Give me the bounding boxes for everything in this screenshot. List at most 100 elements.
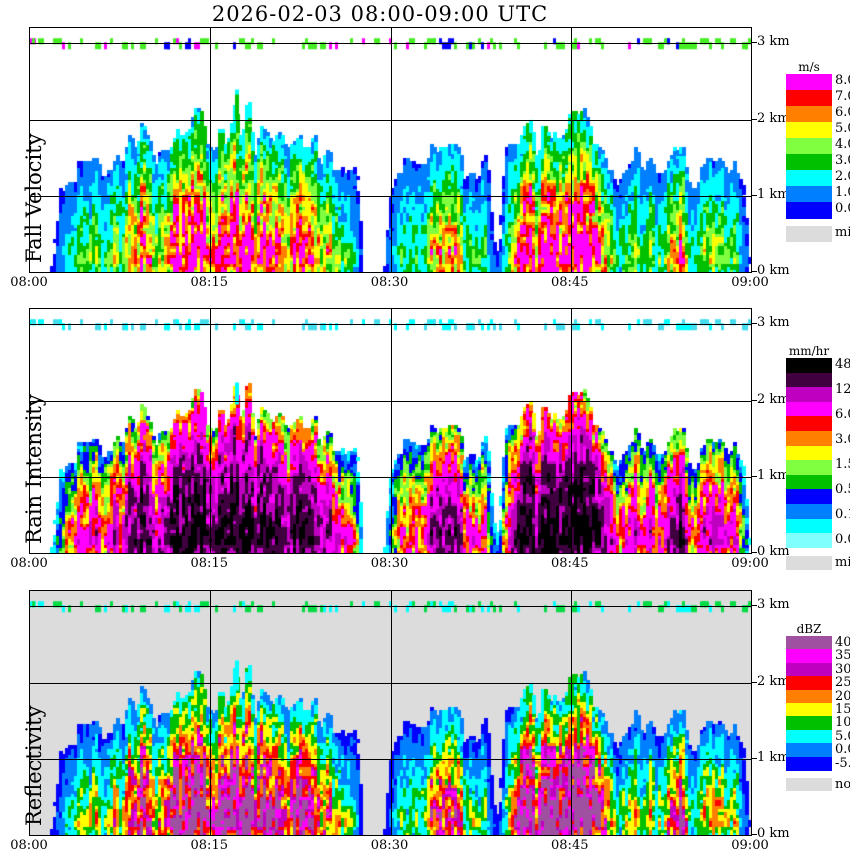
gridline-v-0845 xyxy=(571,591,572,835)
heatmap-canvas-fall-velocity xyxy=(30,28,751,272)
gridline-h-2km xyxy=(30,119,751,121)
colorbar-swatch xyxy=(786,474,832,490)
y-tick-label-1km: 1 km xyxy=(757,186,790,202)
colorbar-swatch xyxy=(786,689,832,704)
colorbar-missing-swatch-fall-velocity xyxy=(786,226,832,242)
colorbar-swatch xyxy=(786,445,832,461)
gridline-h-1km xyxy=(30,476,751,478)
heatmap-canvas-reflectivity xyxy=(30,591,751,835)
gridline-v-0815 xyxy=(210,309,211,553)
colorbar-swatch xyxy=(786,186,832,203)
gridline-v-0815 xyxy=(210,28,211,272)
x-tick-label-0900: 09:00 xyxy=(731,556,769,571)
y-tick-label-0km: 0 km xyxy=(757,263,790,278)
colorbar-swatch xyxy=(786,489,832,505)
x-tick-label-0815: 08:15 xyxy=(190,275,228,290)
colorbar-swatch xyxy=(786,460,832,476)
colorbar-tick-label: 0.1 xyxy=(835,507,850,523)
axis-title-rain-intensity: Rain Intensity xyxy=(22,394,46,544)
gridline-v-0845 xyxy=(571,309,572,553)
panel-rain-intensity xyxy=(29,308,752,554)
colorbar-tick-label: 48.0 xyxy=(835,357,850,372)
x-tick-label-0845: 08:45 xyxy=(551,556,589,571)
colorbar-swatch xyxy=(786,518,832,534)
colorbar-swatch xyxy=(786,138,832,155)
colorbar-swatch xyxy=(786,662,832,677)
colorbar-tick-label: 5.0 xyxy=(835,728,850,744)
y-tick-label-0km: 0 km xyxy=(757,544,790,559)
y-tick-mark-2km xyxy=(752,118,757,120)
colorbar-swatch xyxy=(786,504,832,520)
colorbar-missing-label-rain-intensity: miss xyxy=(835,554,850,570)
x-tick-label-0845: 08:45 xyxy=(551,838,589,853)
y-tick-mark-1km xyxy=(752,475,757,477)
colorbar-units-rain-intensity: mm/hr xyxy=(788,344,830,358)
colorbar-tick-label: 15.0 xyxy=(835,702,850,717)
colorbar-swatch xyxy=(786,202,832,219)
colorbar-tick-label: 12.0 xyxy=(835,382,850,398)
colorbar-tick-label: 0.0 xyxy=(835,532,850,548)
y-tick-mark-1km xyxy=(752,194,757,196)
x-tick-label-0845: 08:45 xyxy=(551,275,589,290)
colorbar-tick-label: 30.0 xyxy=(835,661,850,677)
colorbar-tick-label: 6.0 xyxy=(835,407,850,423)
colorbar-tick-label: 3.0 xyxy=(835,153,850,168)
colorbar-swatch xyxy=(786,703,832,717)
colorbar-swatch xyxy=(786,756,832,771)
gridline-v-0830 xyxy=(391,309,392,553)
y-tick-label-2km: 2 km xyxy=(757,391,790,407)
y-tick-label-1km: 1 km xyxy=(757,749,790,765)
plot-area-fall-velocity xyxy=(29,27,752,273)
gridline-v-0845 xyxy=(571,28,572,272)
x-tick-label-0800: 08:00 xyxy=(10,275,48,290)
y-tick-mark-0km xyxy=(752,834,757,835)
colorbar-swatch xyxy=(786,676,832,691)
colorbar-tick-label: 0.0 xyxy=(835,201,850,216)
colorbar-swatch xyxy=(786,387,832,403)
colorbar-swatch xyxy=(786,90,832,107)
colorbar-missing-swatch-reflectivity xyxy=(786,778,832,792)
colorbar-tick-label: 1.0 xyxy=(835,185,850,200)
gridline-h-3km xyxy=(30,43,751,45)
colorbar-missing-swatch-rain-intensity xyxy=(786,555,832,571)
colorbar-swatch xyxy=(786,431,832,447)
x-tick-label-0800: 08:00 xyxy=(10,556,48,571)
x-tick-label-0830: 08:30 xyxy=(370,838,409,853)
gridline-h-1km xyxy=(30,195,751,197)
figure-title: 2026-02-03 08:00-09:00 UTC xyxy=(211,2,549,26)
gridline-h-3km xyxy=(30,324,751,326)
y-tick-mark-2km xyxy=(752,399,757,401)
gridline-h-3km xyxy=(30,606,751,608)
colorbar-tick-label: 20.0 xyxy=(835,688,850,704)
colorbar-swatch xyxy=(786,372,832,388)
colorbar-tick-label: 1.5 xyxy=(835,457,850,473)
colorbar-units-reflectivity: dBZ xyxy=(796,622,822,636)
x-tick-label-0830: 08:30 xyxy=(370,556,409,571)
colorbar-swatch xyxy=(786,743,832,758)
x-tick-label-0815: 08:15 xyxy=(190,556,228,571)
colorbar-tick-label: 0.5 xyxy=(835,482,850,498)
colorbar-tick-label: 40.0 xyxy=(835,635,850,650)
x-tick-label-0900: 09:00 xyxy=(731,275,769,290)
colorbar-swatch xyxy=(786,401,832,417)
colorbar-swatch xyxy=(786,106,832,123)
colorbar-tick-label: 10.0 xyxy=(835,715,850,731)
gridline-v-0815 xyxy=(210,591,211,835)
colorbar-swatch xyxy=(786,122,832,139)
heatmap-canvas-rain-intensity xyxy=(30,309,751,553)
colorbar-tick-label: 6.0 xyxy=(835,105,850,120)
colorbar-tick-label: 8.0 xyxy=(835,73,850,88)
colorbar-tick-label: -5.0 xyxy=(835,755,850,771)
colorbar-swatch xyxy=(786,716,832,731)
y-tick-mark-2km xyxy=(752,681,757,683)
gridline-v-0830 xyxy=(391,591,392,835)
colorbar-missing-label-fall-velocity: miss xyxy=(835,225,850,240)
colorbar-tick-label: 3.0 xyxy=(835,432,850,448)
axis-title-reflectivity: Reflectivity xyxy=(22,705,46,826)
colorbar-swatch xyxy=(786,358,832,374)
colorbar-tick-label: 25.0 xyxy=(835,675,850,691)
colorbar-swatch xyxy=(786,729,832,744)
colorbar-tick-label: 4.0 xyxy=(835,137,850,152)
colorbar-swatch xyxy=(786,416,832,432)
y-tick-label-3km: 3 km xyxy=(757,597,790,613)
